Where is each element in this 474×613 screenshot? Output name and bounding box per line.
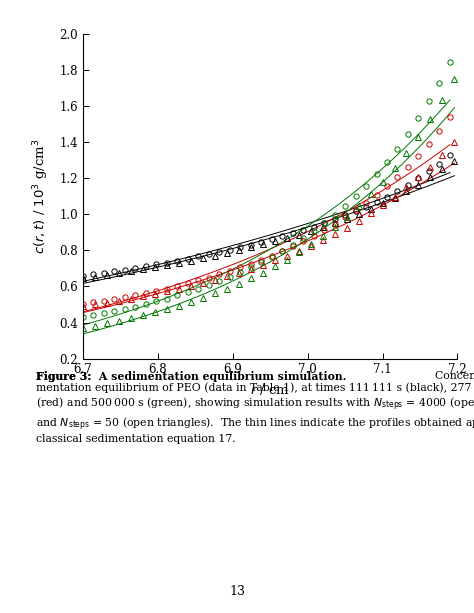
Text: Concentration profiles for sedi-
mentation equilibrium of PEO (data in Table 1),: Concentration profiles for sedi- mentati… — [36, 371, 474, 444]
X-axis label: $r$ / cm: $r$ / cm — [250, 382, 290, 397]
Text: Figure 3:: Figure 3: — [36, 371, 95, 382]
Text: 13: 13 — [229, 585, 245, 598]
Text: Figure 3:  A sedimentation equilibrium simulation.: Figure 3: A sedimentation equilibrium si… — [36, 371, 346, 382]
Y-axis label: $c(r,t)$ / $10^3$ g/cm$^3$: $c(r,t)$ / $10^3$ g/cm$^3$ — [31, 139, 51, 254]
